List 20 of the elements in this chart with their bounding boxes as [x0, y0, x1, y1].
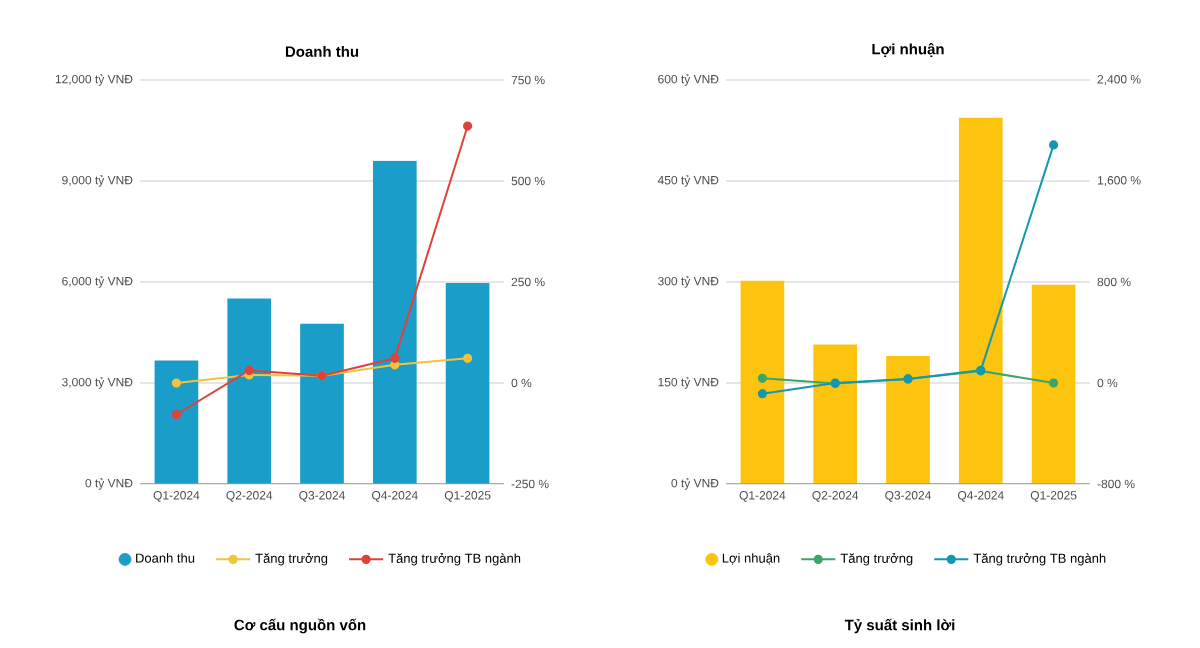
bar	[886, 356, 930, 484]
point	[390, 353, 400, 363]
point	[757, 389, 767, 399]
bar	[154, 360, 199, 484]
point	[244, 365, 254, 376]
bar	[300, 323, 344, 484]
bar	[1031, 284, 1076, 484]
point	[171, 409, 182, 420]
point	[171, 378, 182, 388]
bar	[227, 298, 272, 484]
point	[463, 121, 473, 131]
point	[1048, 140, 1059, 150]
bar	[958, 117, 1003, 484]
bar	[813, 344, 858, 484]
point	[757, 373, 767, 383]
bar	[740, 280, 785, 484]
bar	[445, 283, 490, 484]
point	[463, 353, 473, 363]
point	[1048, 378, 1059, 388]
bar	[372, 160, 417, 484]
